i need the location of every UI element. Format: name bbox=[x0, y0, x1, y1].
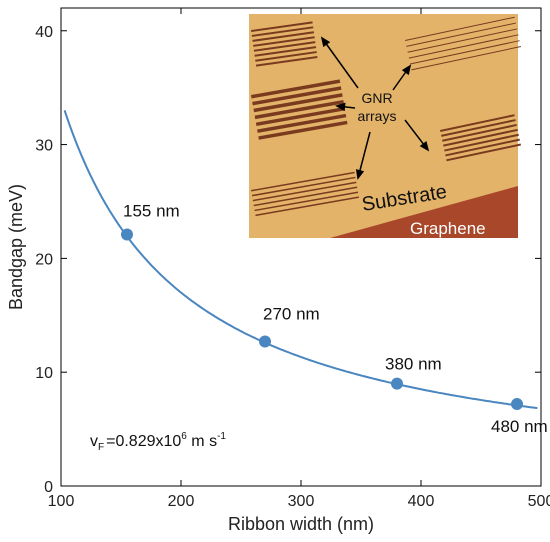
gnr-stripe bbox=[446, 143, 521, 162]
gnr-stripe bbox=[254, 191, 359, 212]
gnr-stripe bbox=[411, 46, 521, 71]
gnr-stripe bbox=[257, 113, 347, 133]
gnr-stripe bbox=[254, 46, 317, 57]
inset-label-arrays: arrays bbox=[358, 108, 397, 124]
data-point-label: 480 nm bbox=[491, 417, 548, 436]
gnr-stripe bbox=[258, 120, 348, 140]
gnr-stripe bbox=[252, 86, 342, 106]
gnr-array bbox=[251, 21, 318, 67]
data-point-label: 155 nm bbox=[123, 201, 180, 220]
gnr-stripe bbox=[251, 171, 355, 192]
inset-arrowhead bbox=[419, 140, 430, 152]
y-axis-title: Bandgap (meV) bbox=[6, 184, 26, 310]
annot-unit: m s bbox=[187, 433, 217, 450]
gnr-stripe bbox=[253, 186, 358, 207]
gnr-stripe bbox=[406, 22, 517, 47]
inset-label-gnr: GNR bbox=[361, 90, 392, 106]
annot-sup1: 6 bbox=[181, 431, 187, 442]
gnr-array bbox=[405, 16, 521, 71]
data-points bbox=[121, 228, 523, 411]
gnr-stripe bbox=[441, 119, 516, 137]
gnr-stripe bbox=[251, 21, 313, 32]
gnr-array bbox=[251, 171, 360, 217]
gnr-stripe bbox=[253, 36, 315, 47]
axis-ticks bbox=[60, 8, 542, 487]
gnr-stripe bbox=[409, 40, 520, 65]
gnr-stripe bbox=[443, 128, 518, 147]
y-tick-label: 40 bbox=[35, 24, 53, 41]
inset-arrows bbox=[320, 36, 430, 180]
gnr-stripe bbox=[250, 79, 341, 99]
data-point-label: 380 nm bbox=[385, 355, 442, 374]
gnr-stripe bbox=[252, 31, 315, 42]
x-axis-title: Ribbon width (nm) bbox=[228, 514, 374, 534]
fermi-velocity-annotation: vF =0.829x106 m s-1 bbox=[90, 431, 226, 453]
data-point bbox=[259, 335, 271, 348]
inset-arrowhead bbox=[355, 169, 365, 180]
inset-arrowhead bbox=[335, 102, 346, 112]
y-tick-label: 30 bbox=[35, 138, 53, 155]
gnr-stripe bbox=[442, 123, 517, 142]
gnr-stripe bbox=[252, 181, 357, 202]
inset-arrowhead bbox=[320, 36, 331, 48]
inset-graphene-region bbox=[330, 186, 518, 238]
gnr-stripe bbox=[253, 93, 343, 113]
gnr-stripe bbox=[251, 26, 314, 37]
x-tick-label: 100 bbox=[48, 493, 75, 510]
x-tick-label: 200 bbox=[168, 493, 195, 510]
gnr-array bbox=[250, 79, 348, 140]
gnr-stripe bbox=[255, 51, 317, 62]
data-point-label: 270 nm bbox=[263, 304, 320, 323]
data-point bbox=[391, 377, 403, 390]
y-tick-label: 20 bbox=[35, 251, 53, 268]
gnr-stripe bbox=[254, 100, 344, 120]
data-point bbox=[511, 398, 523, 411]
inset-arrowhead bbox=[401, 64, 412, 76]
gnr-stripe bbox=[255, 106, 346, 127]
gnr-stripe bbox=[445, 138, 520, 157]
gnr-array bbox=[440, 114, 521, 162]
gnr-stripe bbox=[253, 41, 316, 52]
fit-curve bbox=[63, 109, 538, 410]
gnr-stripe bbox=[255, 56, 318, 67]
x-tick-label: 500 bbox=[528, 493, 550, 510]
inset-arrow bbox=[321, 37, 359, 89]
gnr-stripe bbox=[255, 196, 360, 217]
x-tick-label: 300 bbox=[288, 493, 315, 510]
tick-labels: 100 200 300 400 500 0 10 20 30 40 bbox=[35, 24, 550, 510]
inset-micrograph: GNR arrays Substrate Graphene bbox=[249, 14, 521, 238]
annot-sub: F bbox=[98, 442, 104, 453]
gnr-stripe bbox=[407, 28, 518, 53]
annot-middle: =0.829x10 bbox=[106, 433, 181, 450]
gnr-stripe bbox=[405, 16, 515, 41]
annot-prefix: v bbox=[90, 433, 98, 450]
y-tick-label: 0 bbox=[44, 479, 53, 496]
data-point bbox=[121, 228, 133, 241]
x-tick-label: 400 bbox=[408, 493, 435, 510]
gnr-stripe bbox=[440, 114, 515, 132]
inset-gnr-stripes bbox=[250, 16, 521, 217]
gnr-stripe bbox=[251, 176, 356, 197]
gnr-stripe bbox=[408, 34, 519, 59]
inset-label-graphene: Graphene bbox=[410, 219, 486, 238]
annot-sup2: -1 bbox=[217, 431, 226, 442]
y-tick-label: 10 bbox=[35, 365, 53, 382]
gnr-stripe bbox=[444, 133, 519, 152]
data-point-labels: 155 nm 270 nm 380 nm 480 nm bbox=[123, 201, 548, 436]
